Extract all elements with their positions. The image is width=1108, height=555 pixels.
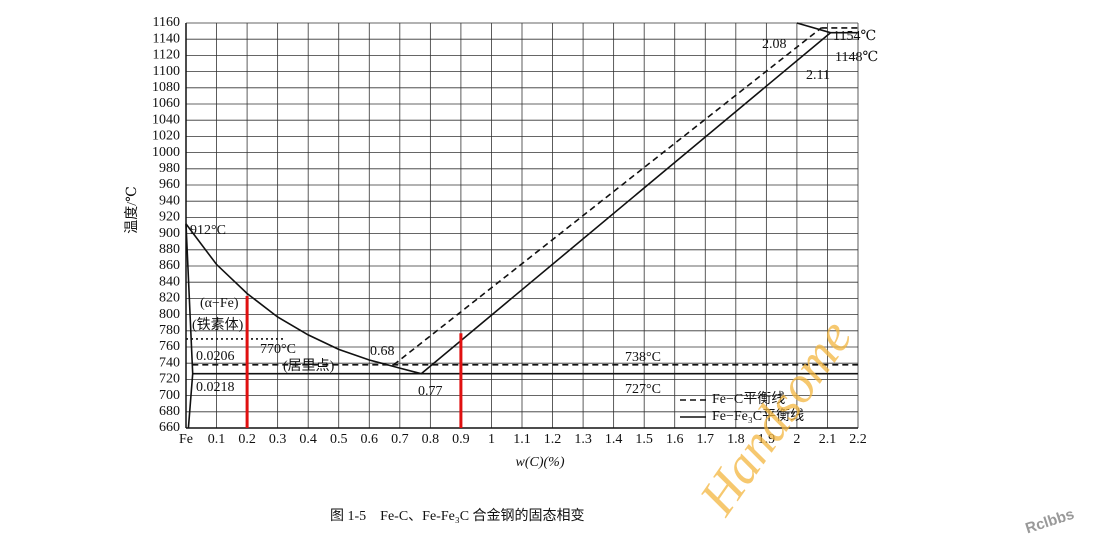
annotation: 2.11 — [806, 68, 830, 83]
series-line — [185, 22, 858, 429]
x-tick-label: 0.5 — [330, 432, 348, 447]
x-tick-label: 1.4 — [605, 432, 623, 447]
watermark: Rclbbs — [1023, 506, 1076, 538]
annotation: 0.0206 — [196, 349, 235, 364]
y-tick-label: 960 — [159, 177, 180, 192]
y-tick-label: 740 — [159, 355, 180, 370]
x-tick-label: 0.6 — [361, 432, 379, 447]
x-tick-label: 1.2 — [544, 432, 562, 447]
x-tick-label: 0.8 — [422, 432, 440, 447]
x-tick-label: 2.2 — [849, 432, 867, 447]
x-tick-label: 1 — [488, 432, 495, 447]
annotation: 1148℃ — [835, 50, 878, 65]
x-tick-label: 1.1 — [513, 432, 531, 447]
y-tick-label: 680 — [159, 404, 180, 419]
annotation: 0.0218 — [196, 380, 235, 395]
y-tick-label: 1120 — [153, 48, 180, 63]
y-axis-label: 温度/℃ — [124, 186, 140, 234]
annotation: (居里点) — [283, 358, 335, 374]
x-tick-label: 1.8 — [727, 432, 745, 447]
annotation: 0.77 — [418, 384, 443, 399]
annotation: (铁素体) — [192, 317, 244, 333]
x-tick-label: 2.1 — [819, 432, 837, 447]
annotation: 0.68 — [370, 344, 395, 359]
annotation: 2.08 — [762, 37, 787, 52]
annotation: 1154℃ — [833, 29, 876, 44]
x-tick-label: 0.3 — [269, 432, 287, 447]
x-tick-label: 0.4 — [299, 432, 317, 447]
y-tick-label: 900 — [159, 226, 180, 241]
x-tick-label: 1.9 — [758, 432, 776, 447]
y-tick-label: 840 — [159, 274, 180, 289]
y-tick-label: 780 — [159, 323, 180, 338]
x-tick-label: 1.5 — [635, 432, 653, 447]
y-tick-label: 880 — [159, 242, 180, 257]
y-tick-label: 660 — [159, 420, 180, 435]
series-line — [192, 27, 858, 366]
reference-line — [245, 296, 463, 428]
y-tick-label: 1040 — [152, 112, 180, 127]
y-tick-label: 920 — [159, 210, 180, 225]
y-tick-label: 860 — [159, 258, 180, 273]
annotation: 912°C — [190, 223, 226, 238]
x-tick-label: 2 — [793, 432, 800, 447]
y-tick-label: 980 — [159, 161, 180, 176]
x-tick-label: 0.9 — [452, 432, 470, 447]
y-tick-label: 1160 — [153, 15, 180, 30]
y-tick-label: 1020 — [152, 129, 180, 144]
legend-label: Fe−C平衡线 — [712, 391, 785, 407]
y-tick-label: 1000 — [152, 145, 180, 160]
y-tick-label: 940 — [159, 193, 180, 208]
annotation: 738°C — [625, 350, 661, 365]
y-tick-label: 800 — [159, 307, 180, 322]
annotation: 770°C — [260, 342, 296, 357]
y-tick-label: 1140 — [153, 31, 180, 46]
y-tick-label: 1060 — [152, 96, 180, 111]
x-tick-label: 0.7 — [391, 432, 409, 447]
annotation: 727°C — [625, 382, 661, 397]
y-tick-label: 700 — [159, 388, 180, 403]
y-tick-label: 720 — [159, 372, 180, 387]
y-tick-label: 1100 — [153, 64, 180, 79]
x-axis-label: w(C)(%) — [516, 455, 565, 470]
legend-label: Fe−Fe₃C平衡线 — [712, 408, 804, 424]
caption: 图 1-5 Fe-C、Fe-Fe₃C 合金钢的固态相变 — [330, 508, 585, 524]
x-tick-label: 0.1 — [208, 432, 226, 447]
x-tick-label: 1.6 — [666, 432, 684, 447]
y-tick-label: 1080 — [152, 80, 180, 95]
x-tick-label: 1.3 — [574, 432, 592, 447]
y-tick-label: 820 — [159, 291, 180, 306]
x-tick-label: 0.2 — [238, 432, 256, 447]
annotation: (α−Fe) — [200, 296, 239, 311]
x-tick-label: Fe — [179, 432, 193, 447]
x-tick-label: 1.7 — [697, 432, 715, 447]
y-tick-label: 760 — [159, 339, 180, 354]
